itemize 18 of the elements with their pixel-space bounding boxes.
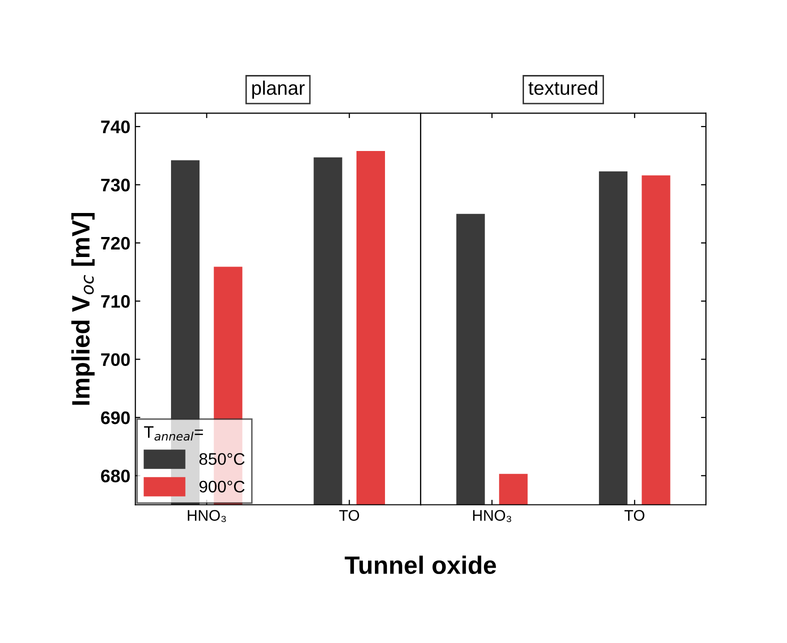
y-tick-label: 710 [101,295,130,308]
y-tick-label: 730 [101,178,130,192]
chart-title: textured [528,80,598,95]
y-tick-label: 680 [101,470,130,482]
x-tick-label: HNO₃ [473,510,512,522]
legend-title: T$_{anneal}$= [144,426,203,441]
y-tick-label: 720 [101,236,130,250]
y-tick-label: 740 [101,120,130,134]
chart-title: planar [252,80,305,99]
legend-label: 900°C [199,480,245,492]
x-tick-label: TO [624,510,644,521]
x-tick-label: HNO₃ [188,510,226,522]
legend-label: 850°C [199,453,245,465]
y-tick-label: 700 [101,353,130,366]
x-tick-label: TO [339,510,360,521]
y-tick-label: 690 [101,411,130,424]
x-axis-title: Tunnel oxide [344,556,496,574]
y-axis-title: Implied V$_{oc}$ [mV] [71,212,95,405]
